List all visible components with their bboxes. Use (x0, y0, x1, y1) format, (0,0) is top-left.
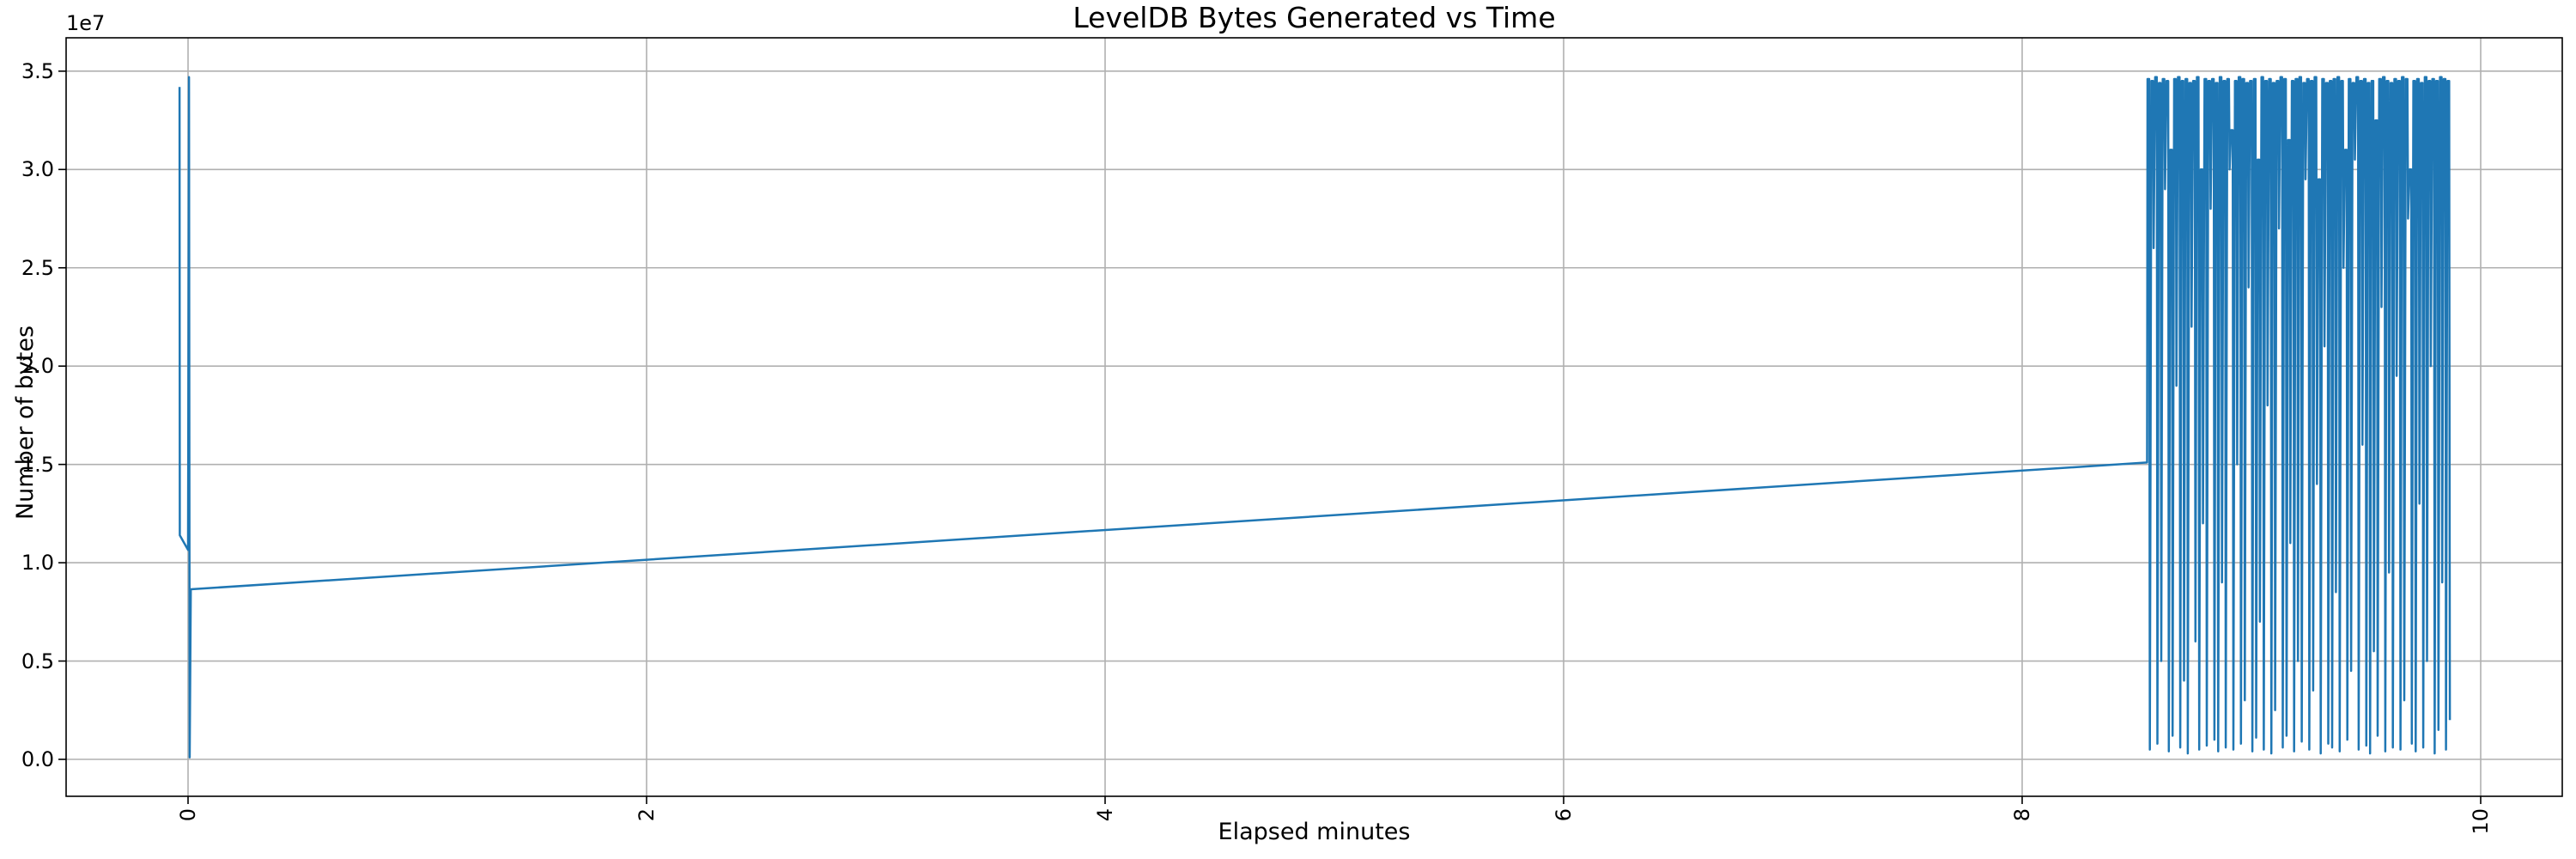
y-axis-offset-text: 1e7 (66, 11, 106, 35)
y-tick-label: 1.5 (21, 452, 54, 477)
y-tick-label: 1.0 (21, 551, 54, 576)
x-tick-label: 2 (635, 808, 659, 822)
x-tick-label: 0 (176, 808, 200, 822)
y-tick-label: 2.5 (21, 255, 54, 280)
y-tick-label: 3.0 (21, 157, 54, 182)
plot-border (65, 37, 2563, 797)
y-tick-label: 2.0 (21, 354, 54, 379)
x-tick-label: 8 (2010, 808, 2034, 822)
y-tick-label: 0.5 (21, 649, 54, 673)
x-axis-label: Elapsed minutes (1218, 819, 1411, 845)
y-tick-label: 3.5 (21, 58, 54, 83)
data-line-series (178, 76, 2451, 758)
y-tick-label: 0.0 (21, 747, 54, 771)
x-tick-label: 6 (1552, 808, 1576, 822)
chart-title: LevelDB Bytes Generated vs Time (1072, 1, 1556, 34)
x-tick-label: 10 (2469, 808, 2493, 835)
x-tick-label: 4 (1093, 808, 1117, 822)
